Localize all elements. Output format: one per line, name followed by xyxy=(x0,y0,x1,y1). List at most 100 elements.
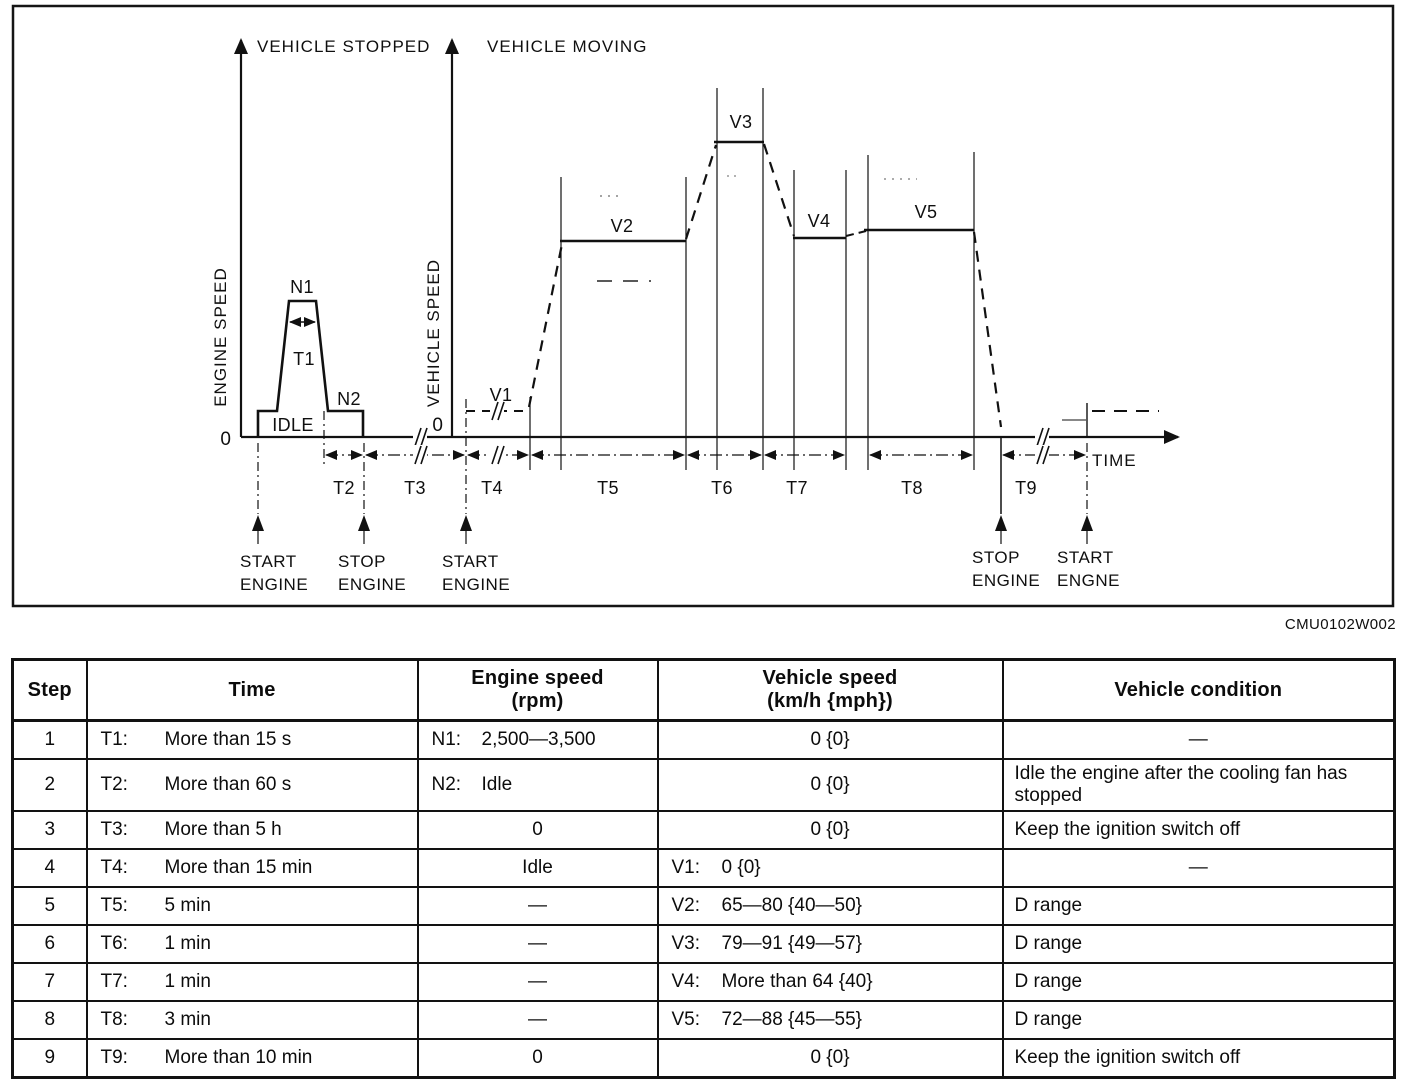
time-prefix: T3: xyxy=(100,818,128,840)
vehicle-condition-cell: Idle the engine after the cooling fan ha… xyxy=(1001,758,1396,812)
start-engine-arrow-2 xyxy=(459,514,473,545)
procedure-row: 6 T6: 1 min — V3: 79—91 {49—57} D range xyxy=(11,923,1396,964)
procedure-row: 8 T8: 3 min — V5: 72—88 {45—55} D range xyxy=(11,999,1396,1040)
vehicle-prefix: V4: xyxy=(671,970,701,992)
svg-text:ENGINE: ENGINE xyxy=(338,575,406,594)
v5-label: V5 xyxy=(915,202,938,222)
n2-label: N2 xyxy=(337,389,361,409)
engine-speed-cell: — xyxy=(416,885,659,926)
t2-label: T2 xyxy=(333,478,355,498)
vehicle-value: 0 {0} xyxy=(810,1046,850,1068)
vehicle-speed-cell: V4: More than 64 {40} xyxy=(656,961,1004,1002)
step-cell: 2 xyxy=(11,758,88,812)
time-prefix: T5: xyxy=(100,894,128,916)
step-number: 1 xyxy=(44,729,56,751)
step-number: 4 xyxy=(44,856,56,878)
procedure-row: 1 T1: More than 15 s N1: 2,500—3,500 0 {0} — xyxy=(11,719,1396,760)
vehicle-speed-cell: V2: 65—80 {40—50} xyxy=(656,885,1004,926)
engine-value: 2,500—3,500 xyxy=(481,729,596,751)
procedure-row: 9 T9: More than 10 min 0 0 {0} Keep the ignit… xyxy=(11,1037,1396,1079)
engine-speed-cell: 0 xyxy=(416,809,659,850)
t6-label: T6 xyxy=(711,478,733,498)
procedure-row: 2 T2: More than 60 s N2: Idle 0 {0} Idle the e… xyxy=(11,758,1396,812)
header-step: Step xyxy=(11,658,88,722)
condition-value: D range xyxy=(1014,970,1083,992)
vehicle-zero-label: 0 xyxy=(432,415,443,436)
vehicle-condition-cell: — xyxy=(1001,847,1396,888)
axes xyxy=(234,38,1180,444)
table-header: Step Time Engine speed (rpm) Vehicle spe… xyxy=(11,658,1396,722)
time-value: More than 10 min xyxy=(164,1046,313,1068)
condition-value: D range xyxy=(1014,1008,1083,1030)
time-prefix: T6: xyxy=(100,932,128,954)
time-prefix: T7: xyxy=(100,970,128,992)
vehicle-prefix: V5: xyxy=(671,1008,701,1030)
figure-border xyxy=(11,4,1395,608)
procedure-table-body: 1 T1: More than 15 s N1: 2,500—3,500 0 {0} — 2 T… xyxy=(11,719,1396,1079)
t7-label: T7 xyxy=(786,478,808,498)
time-value: 3 min xyxy=(164,1008,211,1030)
engine-value: — xyxy=(528,1008,547,1030)
vehicle-value: 0 {0} xyxy=(810,818,850,840)
vehicle-prefix: V3: xyxy=(671,932,701,954)
vehicle-value: 72—88 {45—55} xyxy=(721,1008,863,1030)
procedure-row: 7 T7: 1 min — V4: More than 64 {40} D range xyxy=(11,961,1396,1002)
time-prefix: T1: xyxy=(100,729,128,751)
t3-label: T3 xyxy=(404,478,426,498)
vehicle-condition-cell: Keep the ignition switch off xyxy=(1001,1037,1396,1079)
header-vehicle-speed-line1: Vehicle speed xyxy=(762,667,898,689)
event-marker-captions: START ENGINE STOP ENGINE START ENGINE ST… xyxy=(240,548,1120,594)
time-value: More than 15 min xyxy=(164,856,313,878)
time-prefix: T2: xyxy=(100,773,128,795)
engine-value: 0 xyxy=(532,1046,543,1068)
step-cell: 1 xyxy=(11,719,88,760)
v1-label: V1 xyxy=(490,385,513,405)
start-engine-label-3: START xyxy=(1057,548,1114,567)
step-number: 8 xyxy=(44,1008,56,1030)
engine-speed-cell: Idle xyxy=(416,847,659,888)
procedure-row: 5 T5: 5 min — V2: 65—80 {40—50} D range xyxy=(11,885,1396,926)
t9-label: T9 xyxy=(1015,478,1037,498)
time-cell: T6: 1 min xyxy=(85,923,419,964)
time-value: 1 min xyxy=(164,932,211,954)
engine-speed-cell: N1: 2,500—3,500 xyxy=(416,719,659,760)
time-value: 5 min xyxy=(164,894,211,916)
vehicle-prefix: V2: xyxy=(671,894,701,916)
vehicle-speed-cell: 0 {0} xyxy=(656,1037,1004,1079)
vehicle-condition-cell: D range xyxy=(1001,961,1396,1002)
step-cell: 5 xyxy=(11,885,88,926)
t5-label: T5 xyxy=(597,478,619,498)
step-cell: 8 xyxy=(11,999,88,1040)
step-number: 2 xyxy=(44,773,56,795)
step-cell: 3 xyxy=(11,809,88,850)
vehicle-speed-cell: 0 {0} xyxy=(656,719,1004,760)
time-axis-label: TIME xyxy=(1092,451,1137,470)
stop-engine-label-2: STOP xyxy=(972,548,1020,567)
start-engine-arrow-3 xyxy=(1080,514,1094,545)
time-prefix: T9: xyxy=(100,1046,128,1068)
n1-label: N1 xyxy=(290,277,314,297)
vehicle-value: 79—91 {49—57} xyxy=(721,932,863,954)
procedure-row: 4 T4: More than 15 min Idle V1: 0 {0} — xyxy=(11,847,1396,888)
header-engine-speed-line1: Engine speed xyxy=(471,667,604,689)
vehicle-value: 0 {0} xyxy=(810,773,850,795)
condition-value: D range xyxy=(1014,932,1083,954)
scan-artifacts xyxy=(597,175,917,282)
step-number: 9 xyxy=(44,1046,56,1068)
engine-speed-cell: — xyxy=(416,923,659,964)
v3-label: V3 xyxy=(730,112,753,132)
step-cell: 4 xyxy=(11,847,88,888)
engine-value: Idle xyxy=(481,773,513,795)
figure-code: CMU0102W002 xyxy=(1285,616,1396,633)
step-number: 5 xyxy=(44,894,56,916)
vehicle-speed-axis-label: VEHICLE SPEED xyxy=(424,259,443,407)
svg-text:ENGNE: ENGNE xyxy=(1057,571,1120,590)
vehicle-speed-cell: 0 {0} xyxy=(656,758,1004,812)
procedure-table: Step Time Engine speed (rpm) Vehicle spe… xyxy=(11,658,1396,1079)
stop-engine-arrow-1 xyxy=(357,514,371,545)
event-marker-arrows xyxy=(251,514,1094,545)
header-vehicle-speed: Vehicle speed (km/h {mph}) xyxy=(656,658,1004,722)
start-engine-arrow-1 xyxy=(251,514,265,545)
time-prefix: T4: xyxy=(100,856,128,878)
